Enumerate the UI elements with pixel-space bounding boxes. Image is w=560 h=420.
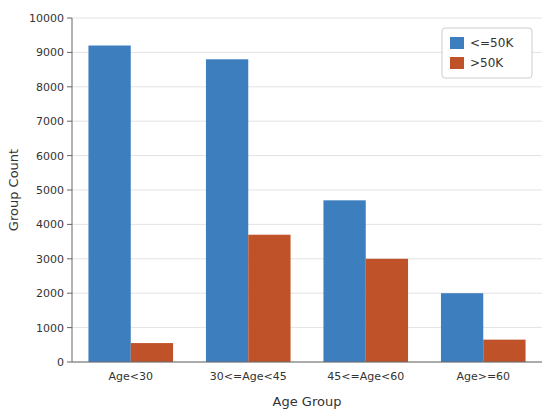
y-tick-label: 1000: [36, 322, 64, 335]
chart-svg: 0 1000 2000 3000 4000 5000 6000 7000 8000 9000 100…: [0, 0, 560, 420]
y-tick: [67, 121, 72, 122]
y-axis-title: Group Count: [6, 149, 21, 231]
y-tick-label: 9000: [36, 46, 64, 59]
y-tick-label: 0: [57, 356, 64, 369]
legend-swatch: [450, 57, 464, 69]
legend: <=50K >50K: [442, 28, 532, 78]
legend-label: <=50K: [470, 36, 514, 50]
y-tick: [67, 86, 72, 87]
y-tick: [67, 18, 72, 19]
bar: [88, 46, 130, 362]
y-tick: [67, 293, 72, 294]
grid-line: [72, 155, 542, 156]
x-tick-label: Age>=60: [456, 370, 510, 383]
grid-line: [72, 190, 542, 191]
legend-label: >50K: [470, 56, 504, 70]
chart-container: 0 1000 2000 3000 4000 5000 6000 7000 8000 9000 100…: [0, 0, 560, 420]
x-tick-label: 45<=Age<60: [327, 370, 404, 383]
y-tick: [67, 52, 72, 53]
grid-line: [72, 224, 542, 225]
y-tick: [67, 224, 72, 225]
x-axis: Age<30 30<=Age<45 45<=Age<60 Age>=60: [109, 370, 511, 383]
grid-line: [72, 258, 542, 259]
x-tick-label: 30<=Age<45: [210, 370, 287, 383]
y-tick-label: 6000: [36, 150, 64, 163]
y-tick-label: 7000: [36, 115, 64, 128]
bar: [323, 200, 365, 362]
y-tick-label: 10000: [29, 12, 64, 25]
legend-box: [442, 28, 532, 78]
y-tick: [67, 362, 72, 363]
grid-line: [72, 362, 542, 363]
x-axis-title: Age Group: [273, 394, 342, 409]
y-tick: [67, 327, 72, 328]
y-tick: [67, 190, 72, 191]
y-tick-label: 4000: [36, 218, 64, 231]
x-axis-line: [72, 362, 542, 363]
grid-line: [72, 86, 542, 87]
bar: [206, 59, 248, 362]
bar: [366, 259, 408, 362]
y-tick: [67, 155, 72, 156]
bar: [248, 235, 290, 362]
y-tick-label: 5000: [36, 184, 64, 197]
y-tick: [67, 258, 72, 259]
grid-line: [72, 121, 542, 122]
y-tick-label: 8000: [36, 81, 64, 94]
y-axis-line: [72, 18, 73, 362]
y-axis: 0 1000 2000 3000 4000 5000 6000 7000 8000 9000 100…: [29, 12, 542, 369]
x-tick-label: Age<30: [109, 370, 154, 383]
bar: [441, 293, 483, 362]
y-tick-label: 3000: [36, 253, 64, 266]
grid-line: [72, 18, 542, 19]
y-tick-label: 2000: [36, 287, 64, 300]
bar: [483, 340, 525, 362]
bar: [131, 343, 173, 362]
legend-swatch: [450, 37, 464, 49]
bars: [88, 46, 525, 362]
